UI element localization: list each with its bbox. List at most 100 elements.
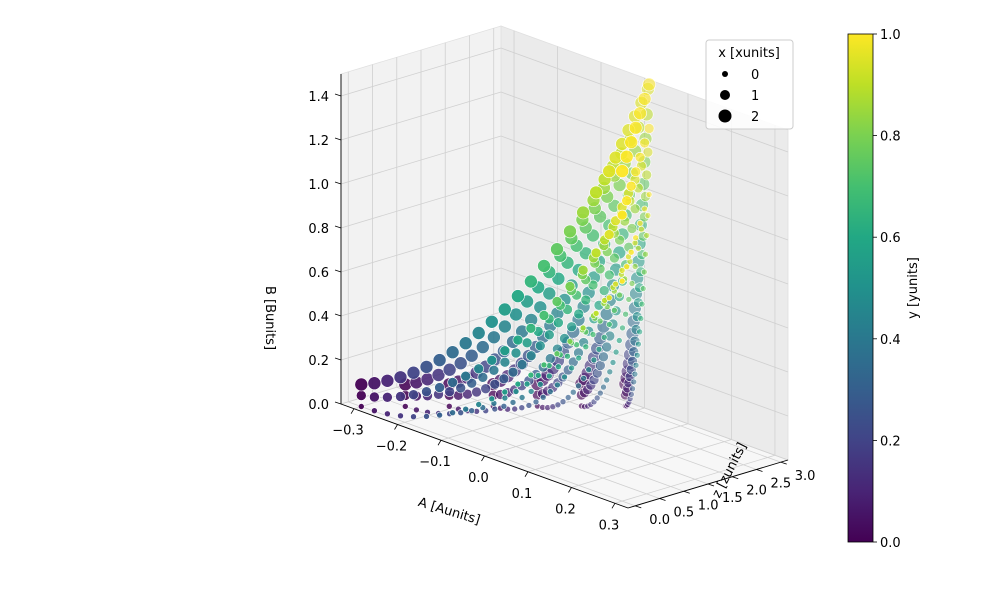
b-tick-mark <box>334 357 342 361</box>
scatter-point <box>600 334 608 341</box>
x-axis-label: A [Aunits] <box>416 495 482 528</box>
legend-marker-small <box>722 71 728 77</box>
scatter-point <box>580 294 592 306</box>
scatter-point <box>618 277 626 285</box>
scatter-point <box>457 409 465 417</box>
scatter-point <box>596 389 604 397</box>
scatter-point <box>384 410 391 418</box>
scatter-point <box>641 205 648 213</box>
scatter-point <box>489 378 501 390</box>
scatter-point <box>551 271 566 286</box>
scatter-point <box>590 247 602 259</box>
scatter-point <box>444 386 455 398</box>
colorbar-tick-label: 0.8 <box>880 130 901 145</box>
grid-line-b-left <box>340 135 502 185</box>
scatter-point <box>553 317 564 329</box>
a-tick-label: 0.1 <box>512 487 533 502</box>
scatter-point <box>534 372 542 379</box>
scatter-point <box>419 360 434 374</box>
scatter-point <box>637 92 652 106</box>
scatter-point <box>484 314 499 329</box>
scatter-point <box>471 326 486 340</box>
scatter-point <box>641 169 653 181</box>
scatter-point <box>616 291 623 299</box>
scatter-point <box>538 310 550 321</box>
legend-title: x [xunits] <box>718 46 780 61</box>
scatter-point <box>605 294 613 302</box>
grid-line-z-floor <box>396 386 684 492</box>
b-tick-mark <box>334 93 342 97</box>
z-tick-label: 2.5 <box>771 477 792 492</box>
legend-label-0: 0 <box>751 68 759 83</box>
scatter-point <box>625 180 637 192</box>
scatter-point <box>532 398 540 406</box>
z-tick-label: 0.0 <box>649 513 670 528</box>
scatter-point <box>573 308 585 320</box>
scatter-point <box>615 337 623 344</box>
b-tick-mark <box>334 401 342 405</box>
scatter-point <box>598 351 609 363</box>
a-tick-label: 0.0 <box>468 471 489 486</box>
a-tick-label: 0.3 <box>599 518 620 533</box>
scatter-point <box>640 268 648 276</box>
scatter-point <box>585 366 593 374</box>
colorbar-tick-label: 0.2 <box>880 434 901 449</box>
scatter-point <box>509 307 523 322</box>
scatter-point <box>499 356 511 368</box>
b-tick-label: 0.8 <box>308 222 329 237</box>
scatter-point <box>636 328 643 336</box>
scatter-point <box>639 137 650 149</box>
scatter-point <box>629 385 636 393</box>
grid-line-b-left <box>340 91 502 141</box>
scatter-point <box>627 248 635 256</box>
scatter-point <box>354 377 369 392</box>
size-legend: x [xunits] 0 1 2 <box>705 39 794 130</box>
scatter-point <box>624 135 639 149</box>
scatter-point <box>590 356 598 364</box>
a-tick-label: −0.1 <box>419 455 451 470</box>
legend-marker-medium <box>720 90 730 100</box>
scatter-point <box>447 377 458 388</box>
scatter-point <box>618 267 626 274</box>
scatter-point <box>642 250 649 258</box>
b-tick-mark <box>334 313 342 317</box>
scatter-point <box>536 380 544 388</box>
scatter-point <box>630 378 638 386</box>
scatter-point <box>367 376 382 391</box>
scatter-point <box>602 164 617 179</box>
scatter-point <box>554 381 561 389</box>
scatter-point <box>619 324 626 332</box>
scatter-point <box>612 280 619 288</box>
axes-ticks: −0.3−0.2−0.10.00.10.20.3 0.0 0.5 1.0 1.5 2.0 2… <box>308 90 815 533</box>
scatter-point <box>587 279 599 291</box>
scatter-point <box>642 77 656 92</box>
colorbar-gradient <box>847 33 874 543</box>
scatter-point <box>487 330 501 345</box>
scatter-point <box>434 382 445 393</box>
scatter-point <box>639 285 647 292</box>
colorbar: 0.0 0.2 0.4 0.6 0.8 1.0 y [yunits] <box>847 28 921 551</box>
scatter-point <box>498 373 510 385</box>
b-tick-label: 0.6 <box>308 266 329 281</box>
scatter-point <box>554 401 562 409</box>
scatter-point <box>575 382 582 390</box>
legend-label-2: 2 <box>751 110 759 125</box>
b-tick-label: 1.4 <box>308 90 329 105</box>
scatter-point <box>603 269 615 281</box>
scatter-point <box>611 306 618 314</box>
scatter-point <box>540 361 548 369</box>
grid-line-b-left <box>340 47 502 97</box>
scatter-point <box>564 281 576 292</box>
scatter-point <box>527 388 535 395</box>
b-tick-label: 0.2 <box>308 354 329 369</box>
scatter-point <box>634 245 642 252</box>
a-tick-mark <box>611 503 616 509</box>
z-tick-mark <box>707 483 715 487</box>
z-axis-label: B [Bunits] <box>262 286 277 350</box>
scatter-point <box>380 373 395 388</box>
scatter-point <box>566 338 574 345</box>
scatter-point <box>486 354 498 366</box>
scatter-point <box>615 164 630 178</box>
legend-frame <box>705 39 794 130</box>
a-tick-label: −0.2 <box>376 440 408 455</box>
